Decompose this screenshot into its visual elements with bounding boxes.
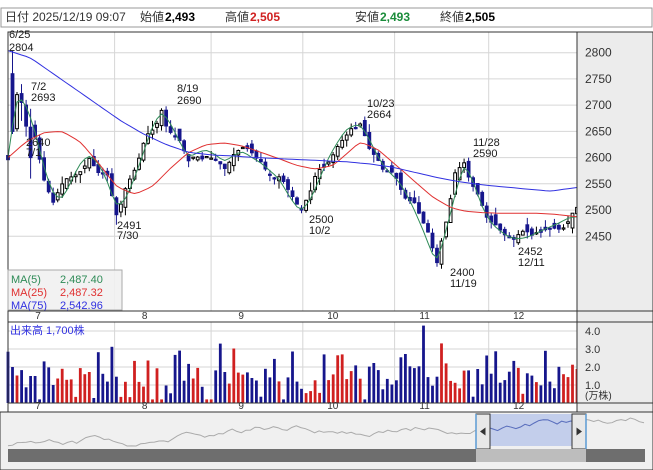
svg-text:2500: 2500 — [585, 203, 612, 217]
svg-text:安値: 安値 — [355, 9, 379, 24]
svg-text:2700: 2700 — [585, 98, 612, 112]
svg-text:10: 10 — [327, 401, 339, 412]
svg-text:3.0: 3.0 — [585, 344, 600, 356]
svg-text:2,505: 2,505 — [250, 10, 280, 24]
svg-text:8: 8 — [142, 311, 148, 322]
svg-text:2550: 2550 — [585, 177, 612, 191]
svg-text:12: 12 — [513, 401, 525, 412]
svg-text:MA(75): MA(75) — [11, 300, 47, 312]
svg-text:10: 10 — [327, 311, 339, 322]
svg-text:8: 8 — [142, 401, 148, 412]
svg-text:11: 11 — [419, 401, 430, 412]
svg-text:2590: 2590 — [473, 148, 497, 160]
svg-text:MA(5): MA(5) — [11, 274, 41, 286]
svg-text:9: 9 — [238, 401, 244, 412]
svg-text:(万株): (万株) — [585, 389, 612, 402]
svg-text:2,493: 2,493 — [165, 10, 195, 24]
svg-text:6/25: 6/25 — [9, 29, 30, 41]
svg-text:4.0: 4.0 — [585, 326, 600, 338]
svg-text:11: 11 — [419, 311, 430, 322]
svg-text:12: 12 — [513, 311, 525, 322]
svg-text:11/19: 11/19 — [450, 278, 477, 290]
svg-text:2,505: 2,505 — [465, 10, 495, 24]
svg-text:7/1: 7/1 — [26, 147, 41, 159]
svg-text:日付 2025/12/19 09:07: 日付 2025/12/19 09:07 — [5, 10, 126, 24]
svg-text:7: 7 — [35, 401, 41, 412]
svg-text:2804: 2804 — [9, 42, 33, 54]
svg-text:高値: 高値 — [225, 9, 249, 24]
svg-text:始値: 始値 — [140, 9, 164, 24]
svg-text:2,487.40: 2,487.40 — [60, 274, 103, 286]
svg-text:2.0: 2.0 — [585, 362, 600, 374]
svg-text:9: 9 — [238, 311, 244, 322]
svg-text:2650: 2650 — [585, 124, 612, 138]
svg-text:2,487.32: 2,487.32 — [60, 287, 103, 299]
svg-text:7/30: 7/30 — [117, 230, 138, 242]
svg-text:2690: 2690 — [177, 95, 201, 107]
svg-text:7: 7 — [35, 311, 41, 322]
svg-text:MA(25): MA(25) — [11, 287, 47, 299]
svg-text:2600: 2600 — [585, 151, 612, 165]
svg-text:2800: 2800 — [585, 46, 612, 60]
svg-text:8/19: 8/19 — [177, 83, 198, 95]
svg-text:2693: 2693 — [31, 92, 55, 104]
svg-text:2,542.96: 2,542.96 — [60, 300, 103, 312]
svg-text:終値: 終値 — [440, 9, 464, 24]
svg-text:2750: 2750 — [585, 72, 612, 86]
svg-text:10/2: 10/2 — [309, 225, 330, 237]
svg-text:2,493: 2,493 — [380, 10, 410, 24]
svg-text:12/11: 12/11 — [518, 257, 545, 269]
svg-text:出来高 1,700株: 出来高 1,700株 — [10, 323, 85, 337]
svg-text:2664: 2664 — [367, 109, 391, 121]
svg-text:2450: 2450 — [585, 229, 612, 243]
